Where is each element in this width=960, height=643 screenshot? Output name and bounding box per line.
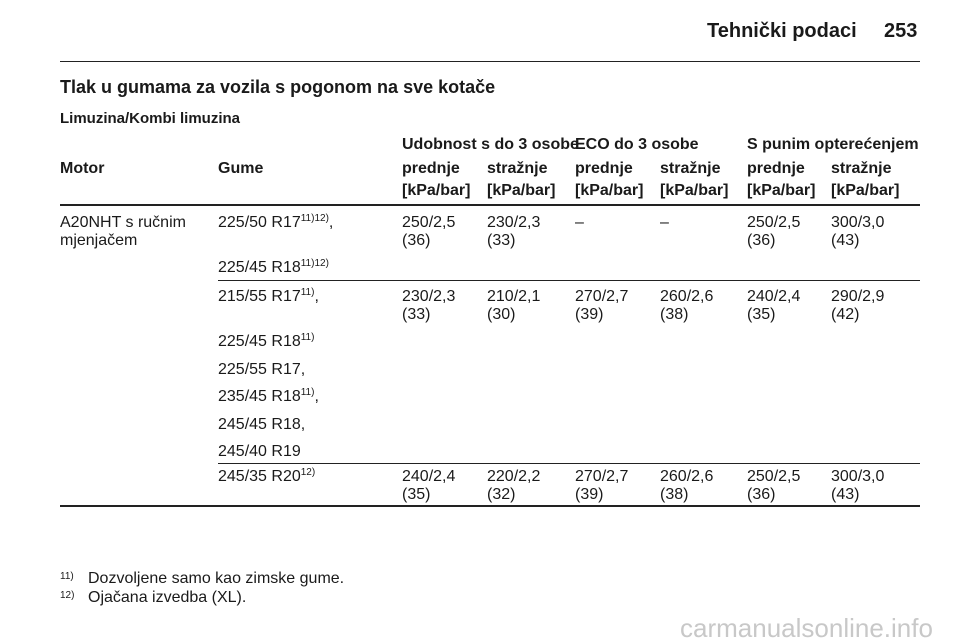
row-rule [218, 280, 920, 281]
footnote-mark: 11) [60, 571, 74, 582]
pressure-value: (43) [831, 486, 860, 503]
punctuation: , [314, 388, 319, 405]
tyre-size: 225/45 R1811)12) [218, 259, 329, 277]
pressure-value: (33) [487, 232, 516, 249]
unit-header: [kPa/bar] [402, 182, 471, 199]
pressure-value: 260/2,6 [660, 288, 714, 305]
subtitle: Limuzina/Kombi limuzina [60, 110, 241, 127]
tyre-size: 215/55 R1711), [218, 288, 319, 306]
row-rule [218, 463, 920, 464]
column-header: stražnje [660, 160, 721, 177]
header-rule [60, 61, 920, 62]
unit-header: [kPa/bar] [487, 182, 556, 199]
tyre-size: 245/35 R2012) [218, 468, 315, 486]
footnote-ref: 11) [300, 332, 315, 343]
footnote-ref: 11)12) [300, 213, 329, 224]
pressure-value: 270/2,7 [575, 288, 629, 305]
unit-header: [kPa/bar] [575, 182, 644, 199]
footnote-ref: 12) [300, 467, 316, 478]
tyre-size: 235/45 R1811), [218, 388, 319, 406]
pressure-value: (38) [660, 306, 689, 323]
unit-header: [kPa/bar] [660, 182, 729, 199]
column-header: stražnje [831, 160, 892, 177]
motor: A20NHT s ručnim [60, 214, 186, 231]
motor: mjenjačem [60, 232, 138, 249]
pressure-value: 250/2,5 [747, 468, 801, 485]
watermark: carmanualsonline.info [680, 613, 933, 643]
footnote-text: Ojačana izvedba (XL). [88, 589, 247, 606]
footnote-ref: 11) [300, 287, 315, 298]
pressure-value: (36) [747, 486, 776, 503]
tyre-size: 225/50 R1711)12), [218, 214, 333, 232]
tyre-size-text: 245/40 R19 [218, 443, 301, 460]
tyre-size-text: 225/55 R17, [218, 360, 306, 378]
pressure-value: 210/2,1 [487, 288, 541, 305]
footnote-ref: 11) [300, 387, 315, 398]
tyre-size-text: 215/55 R17 [218, 288, 301, 305]
page-title: Tlak u gumama za vozila s pogonom na sve… [60, 77, 496, 97]
group-header: Udobnost s do 3 osobe [402, 136, 579, 153]
pressure-value: 240/2,4 [747, 288, 801, 305]
unit-header: [kPa/bar] [747, 182, 816, 199]
column-header: prednje [747, 160, 805, 177]
tyre-size-text: 245/35 R20 [218, 468, 301, 485]
pressure-value: (30) [487, 306, 516, 323]
pressure-value: – [575, 214, 584, 231]
pressure-value: (42) [831, 306, 860, 323]
punctuation: , [314, 288, 319, 305]
footnote-mark: 12) [60, 590, 75, 601]
pressure-value: (32) [487, 486, 516, 503]
tyre-size-text: 225/50 R17 [218, 214, 301, 231]
unit-header: [kPa/bar] [831, 182, 900, 199]
pressure-value: (35) [402, 486, 431, 503]
tyre-size-text: 225/45 R18 [218, 333, 301, 350]
pressure-value: 300/3,0 [831, 468, 885, 485]
pressure-value: 300/3,0 [831, 214, 885, 231]
pressure-value: (39) [575, 306, 604, 323]
section-title: Tehnički podaci [707, 20, 857, 42]
footnote-ref: 11)12) [300, 258, 329, 269]
pressure-value: 290/2,9 [831, 288, 885, 305]
pressure-value: 250/2,5 [402, 214, 456, 231]
tyre-size-text: 235/45 R18 [218, 388, 301, 405]
header-rule [60, 204, 920, 206]
group-header: S punim opterećenjem [747, 136, 919, 153]
column-header: Motor [60, 160, 105, 177]
column-header: stražnje [487, 160, 548, 177]
column-header: prednje [402, 160, 460, 177]
tyre-size: 225/55 R17, [218, 361, 305, 379]
pressure-value: (33) [402, 306, 431, 323]
pressure-value: (38) [660, 486, 689, 503]
punctuation: , [328, 214, 334, 231]
column-header: prednje [575, 160, 633, 177]
tyre-size-text: 225/45 R18 [218, 259, 301, 276]
page-number: 253 [884, 20, 918, 42]
pressure-value: (36) [402, 232, 431, 249]
pressure-value: 260/2,6 [660, 468, 714, 485]
pressure-value: (43) [831, 232, 860, 249]
pressure-value: 240/2,4 [402, 468, 456, 485]
group-header: ECO do 3 osobe [575, 136, 699, 153]
footnote-text: Dozvoljene samo kao zimske gume. [88, 570, 345, 587]
pressure-value: 220/2,2 [487, 468, 541, 485]
pressure-value: – [660, 214, 669, 231]
tyre-size: 245/40 R19 [218, 443, 301, 461]
pressure-value: (39) [575, 486, 604, 503]
pressure-value: 250/2,5 [747, 214, 801, 231]
tyre-size-text: 245/45 R18, [218, 415, 306, 433]
tyre-size: 245/45 R18, [218, 416, 305, 434]
tyre-size: 225/45 R1811) [218, 333, 314, 351]
pressure-value: 230/2,3 [402, 288, 456, 305]
pressure-value: (35) [747, 306, 776, 323]
pressure-value: 270/2,7 [575, 468, 629, 485]
column-header: Gume [218, 160, 264, 177]
row-rule [60, 505, 920, 507]
pressure-value: (36) [747, 232, 776, 249]
pressure-value: 230/2,3 [487, 214, 541, 231]
